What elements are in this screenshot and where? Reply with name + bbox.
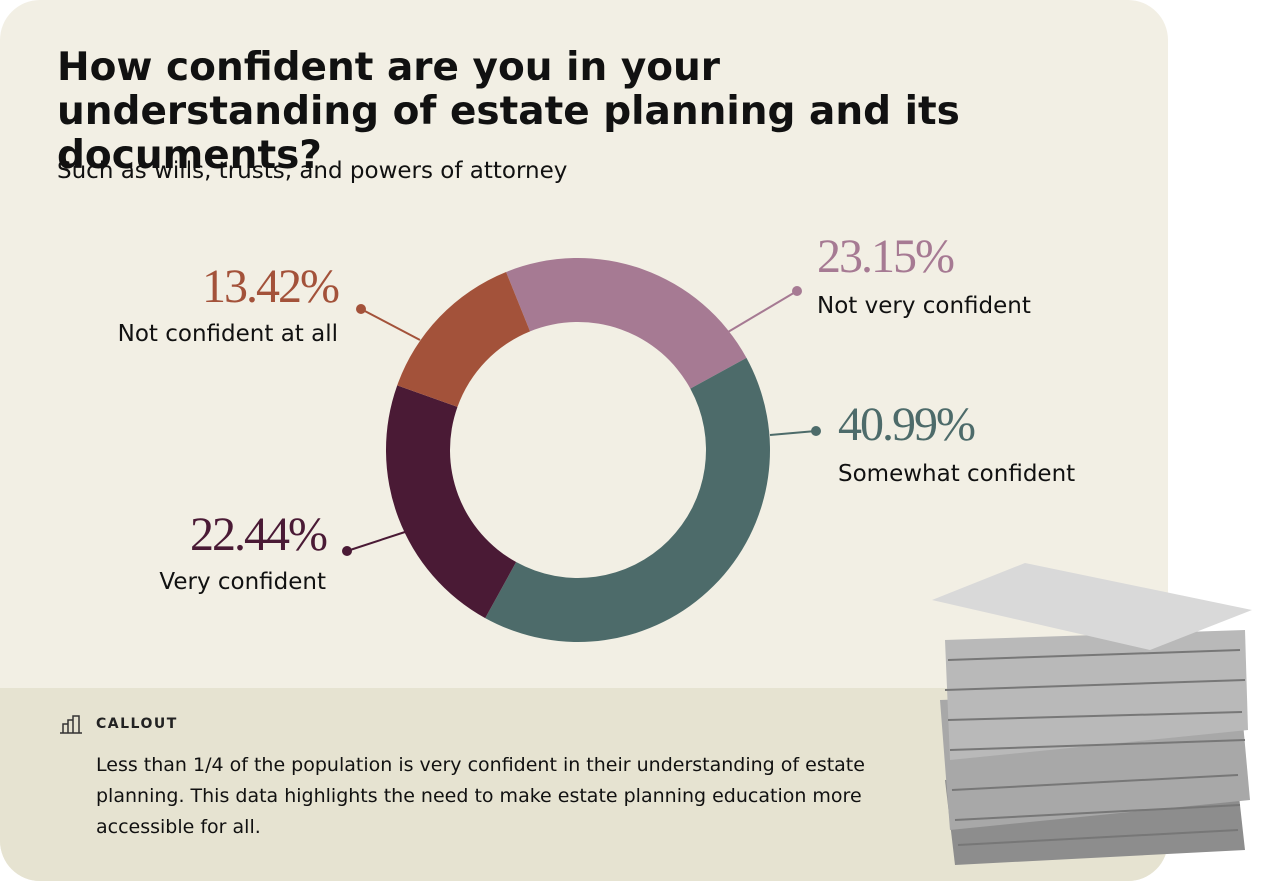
donut-slice — [506, 258, 747, 389]
category-label: Very confident — [159, 569, 326, 595]
leader-line — [346, 531, 406, 552]
category-label: Somewhat confident — [838, 461, 1075, 487]
donut-slice — [386, 385, 517, 619]
callout-icon — [60, 715, 82, 734]
value-label: 23.15% — [817, 230, 954, 283]
leader-dot — [356, 304, 366, 314]
leader-line — [360, 308, 421, 341]
value-label: 13.42% — [202, 260, 339, 313]
leader-dot — [342, 546, 352, 556]
leader-line — [727, 290, 798, 333]
category-label: Not confident at all — [118, 321, 338, 347]
chart-subtitle: Such as wills, trusts, and powers of att… — [57, 158, 568, 184]
paper-stack — [932, 563, 1252, 865]
chart-title: How confident are you in your understand… — [57, 45, 960, 178]
leader-dot — [811, 426, 821, 436]
value-label: 22.44% — [190, 508, 327, 561]
donut-slice — [397, 271, 531, 407]
donut-slice — [485, 357, 770, 642]
leader-line — [769, 430, 817, 436]
category-label: Not very confident — [817, 293, 1031, 319]
leader-dot — [792, 286, 802, 296]
value-label: 40.99% — [838, 398, 975, 451]
callout-label: CALLOUT — [96, 716, 178, 732]
callout-text: Less than 1/4 of the population is very … — [96, 754, 865, 838]
